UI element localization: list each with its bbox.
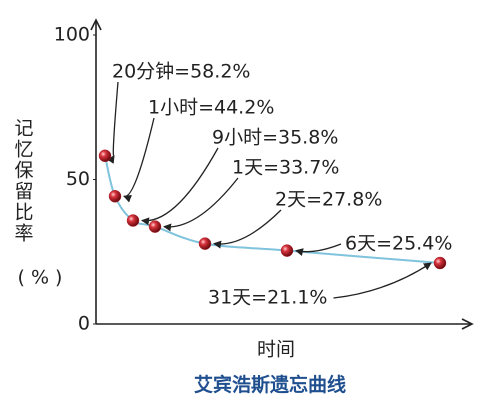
chart-title: 艾宾浩斯遗忘曲线 [194, 373, 346, 396]
point [280, 244, 294, 257]
value-label: 31天=21.1% [208, 287, 327, 309]
point [98, 149, 112, 163]
point [126, 214, 140, 227]
annotation-arrow [213, 209, 282, 249]
point [148, 220, 162, 233]
value-label: 1天=33.7% [232, 157, 339, 179]
annotation-arrow [163, 177, 239, 232]
annotation-arrow [106, 81, 119, 164]
x-axis-label: 时间 [257, 339, 295, 361]
value-label: 20分钟=58.2% [112, 61, 250, 83]
y-tick-label: 50 [66, 168, 90, 190]
value-label: 2天=27.8% [275, 189, 382, 211]
x-axis-arrow [461, 318, 474, 330]
y-tick-label: 0 [78, 313, 90, 335]
annotation-arrow [123, 117, 155, 203]
point [108, 190, 122, 203]
y-axis-label: 记忆保留比率 [12, 118, 34, 244]
value-label: 1小时=44.2% [148, 97, 274, 119]
annotation-arrow [295, 243, 342, 257]
annotation-arrow [141, 147, 219, 226]
value-label: 6天=25.4% [345, 233, 452, 255]
y-tick-label: 100 [54, 24, 90, 46]
point [433, 256, 447, 270]
point [198, 237, 212, 250]
value-label: 9小时=35.8% [212, 127, 338, 149]
annotation-arrow [333, 262, 432, 299]
y-axis-unit: ( % ) [18, 267, 63, 289]
y-axis-arrow [90, 18, 102, 31]
